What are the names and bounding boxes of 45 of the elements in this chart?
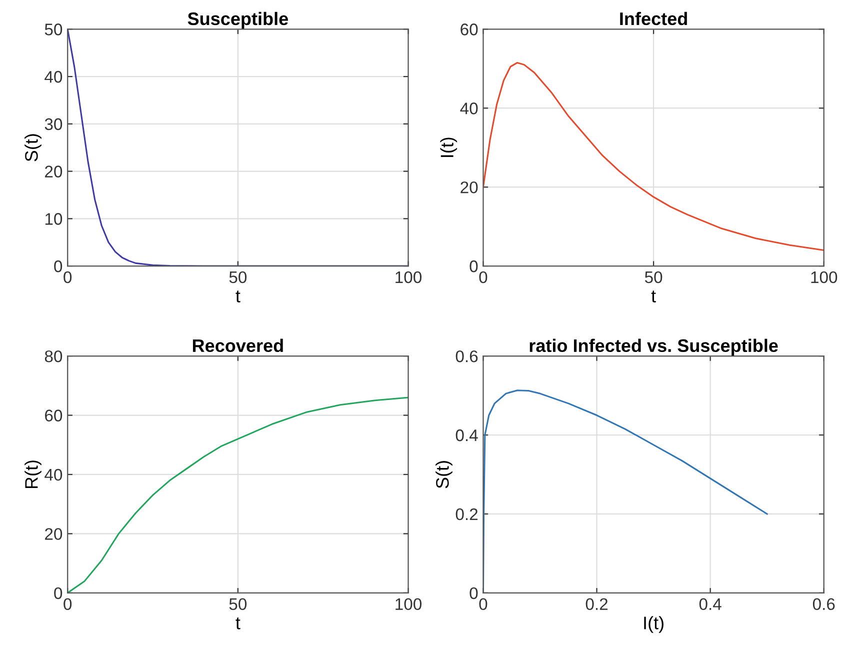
y-axis-title: R(t) (24, 460, 42, 488)
chart-title: Susceptible (188, 12, 288, 29)
y-tick-label: 10 (45, 213, 62, 225)
x-axis-title: t (651, 290, 656, 302)
x-tick-label: 50 (644, 271, 662, 284)
y-tick-label: 0 (54, 587, 62, 600)
y-tick-label: 20 (460, 181, 478, 194)
x-axis-title: t (236, 618, 240, 630)
x-tick-label: 100 (396, 271, 422, 284)
y-tick-label: 80 (44, 350, 62, 362)
x-tick-label: 50 (229, 598, 247, 610)
y-tick-label: 0 (470, 587, 478, 600)
y-axis-title: S(t) (24, 134, 42, 162)
y-tick-label: 40 (460, 102, 478, 114)
x-tick-label: 0.4 (699, 598, 722, 610)
x-tick-label: 50 (229, 271, 247, 284)
y-axis-title: S(t) (436, 461, 452, 488)
y-tick-label: 60 (45, 410, 62, 422)
x-tick-label: 100 (396, 598, 422, 610)
y-tick-label: 40 (44, 468, 62, 481)
y-tick-label: 50 (44, 24, 62, 36)
y-tick-label: 0 (470, 260, 478, 272)
x-tick-label: 0.2 (586, 598, 608, 610)
y-tick-label: 0.4 (456, 429, 478, 442)
y-axis-title: I(t) (440, 138, 458, 157)
chart-title: Infected (620, 12, 687, 26)
y-tick-label: 30 (44, 118, 62, 130)
y-tick-label: 0.2 (456, 508, 478, 520)
chart-title: Recovered (192, 338, 283, 352)
x-tick-label: 0 (479, 598, 488, 610)
x-tick-label: 0.6 (812, 598, 835, 610)
chart-title: ratio Infected vs. Susceptible (530, 338, 778, 356)
x-tick-label: 0 (479, 271, 488, 284)
x-tick-label: 100 (811, 271, 838, 284)
x-axis-title: t (236, 290, 240, 302)
y-tick-label: 0 (54, 260, 62, 272)
y-tick-label: 20 (45, 528, 62, 540)
y-tick-label: 0.6 (456, 350, 478, 362)
y-tick-label: 60 (460, 24, 478, 36)
x-tick-label: 0 (64, 598, 72, 610)
y-tick-label: 40 (44, 70, 62, 83)
x-tick-label: 0 (64, 271, 72, 284)
line-series (483, 62, 824, 252)
y-tick-label: 20 (45, 166, 62, 178)
x-axis-title: I(t) (644, 616, 664, 633)
